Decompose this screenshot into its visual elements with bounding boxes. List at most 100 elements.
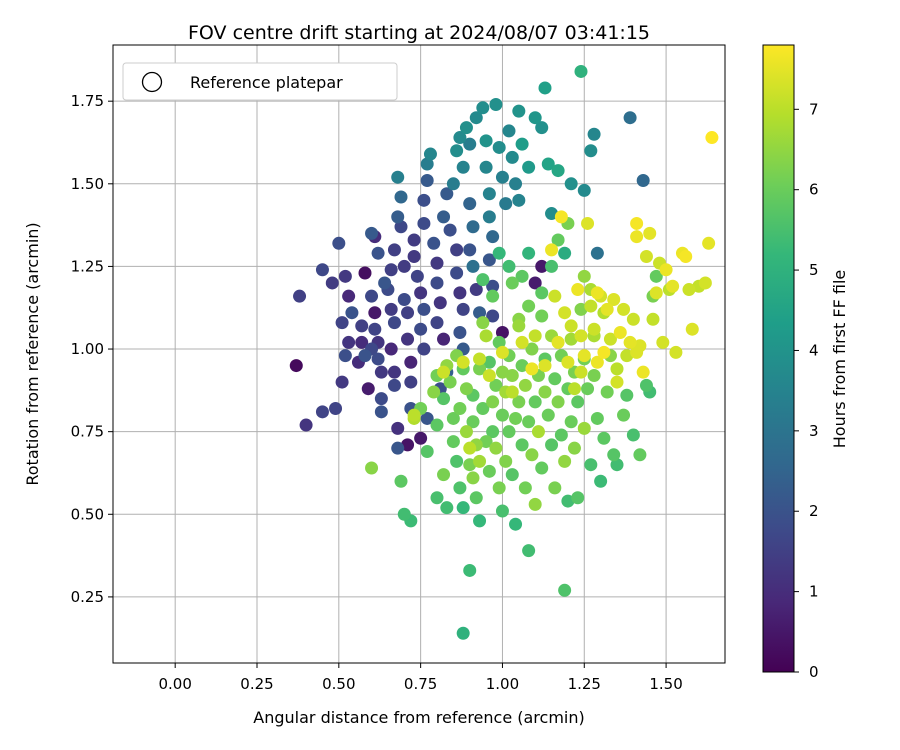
colorbar-tick-label: 7 [809, 100, 819, 118]
scatter-point [505, 150, 519, 164]
scatter-point [453, 131, 467, 145]
scatter-point [486, 289, 500, 303]
scatter-point [420, 411, 434, 425]
scatter-point [600, 385, 614, 399]
scatter-point [365, 226, 379, 240]
scatter-point [535, 309, 549, 323]
scatter-point [538, 385, 552, 399]
scatter-point [617, 302, 631, 316]
chart-title: FOV centre drift starting at 2024/08/07 … [188, 22, 650, 44]
scatter-point [685, 322, 699, 336]
scatter-point [603, 332, 617, 346]
scatter-point [584, 458, 598, 472]
scatter-point [587, 127, 601, 141]
scatter-point [581, 382, 595, 396]
scatter-point [512, 193, 526, 207]
scatter-point [515, 269, 529, 283]
scatter-point [450, 243, 464, 257]
scatter-point [342, 335, 356, 349]
scatter-point [633, 448, 647, 462]
scatter-point [669, 345, 683, 359]
scatter-point [643, 226, 657, 240]
scatter-point [463, 563, 477, 577]
scatter-point [535, 461, 549, 475]
colorbar: 0 1 2 3 4 5 6 7 Hours from first FF file [762, 44, 849, 681]
scatter-point [430, 256, 444, 270]
scatter-point [607, 292, 621, 306]
scatter-point [414, 322, 428, 336]
scatter-point [512, 395, 526, 409]
scatter-point [469, 111, 483, 125]
scatter-point [345, 306, 359, 320]
scatter-point [584, 299, 598, 313]
scatter-point [387, 243, 401, 257]
scatter-point [600, 302, 614, 316]
scatter-point [639, 378, 653, 392]
scatter-point [548, 372, 562, 386]
scatter-point [515, 438, 529, 452]
scatter-point [397, 507, 411, 521]
scatter-point [495, 365, 509, 379]
scatter-point [636, 173, 650, 187]
scatter-point [492, 246, 506, 260]
scatter-point [489, 441, 503, 455]
scatter-point [417, 342, 431, 356]
scatter-point [332, 236, 346, 250]
scatter-point [505, 468, 519, 482]
y-tick-label: 1.00 [71, 340, 104, 358]
scatter-point [512, 104, 526, 118]
scatter-point [430, 418, 444, 432]
scatter-point [378, 276, 392, 290]
scatter-point [463, 243, 477, 257]
scatter-point [355, 335, 369, 349]
scatter-point [558, 246, 572, 260]
scatter-point [502, 259, 516, 273]
scatter-point [486, 279, 500, 293]
scatter-point [437, 332, 451, 346]
scatter-point [456, 626, 470, 640]
colorbar-gradient [762, 44, 795, 673]
scatter-point [466, 220, 480, 234]
scatter-point [656, 335, 670, 349]
scatter-point [492, 140, 506, 154]
scatter-point [518, 481, 532, 495]
scatter-point [479, 134, 493, 148]
scatter-point [342, 289, 356, 303]
colorbar-tick-label: 4 [809, 341, 819, 359]
scatter-point [335, 316, 349, 330]
scatter-point [387, 378, 401, 392]
x-tick-label: 0.00 [158, 675, 191, 693]
x-tick-label: 1.50 [649, 675, 682, 693]
scatter-point [486, 309, 500, 323]
scatter-point [541, 408, 555, 422]
scatter-point [597, 345, 611, 359]
scatter-point [574, 365, 588, 379]
scatter-point [482, 464, 496, 478]
scatter-point [590, 286, 604, 300]
scatter-point [617, 408, 631, 422]
scatter-point [561, 494, 575, 508]
scatter-point [528, 395, 542, 409]
scatter-point [414, 431, 428, 445]
scatter-point [387, 365, 401, 379]
scatter-point [564, 177, 578, 191]
scatter-point [476, 316, 490, 330]
scatter-point [325, 276, 339, 290]
scatter-point [554, 428, 568, 442]
scatter-point [525, 362, 539, 376]
scatter-point [417, 216, 431, 230]
scatter-point [407, 250, 421, 264]
scatter-point [476, 273, 490, 287]
scatter-point [368, 306, 382, 320]
y-tick-label: 0.75 [71, 423, 104, 441]
scatter-point [358, 266, 372, 280]
scatter-point [495, 170, 509, 184]
scatter-point [338, 349, 352, 363]
scatter-point [453, 326, 467, 340]
scatter-point [397, 259, 411, 273]
scatter-point [469, 283, 483, 297]
scatter-point [525, 448, 539, 462]
scatter-point [515, 359, 529, 373]
scatter-point [509, 411, 523, 425]
y-tick-label: 1.50 [71, 175, 104, 193]
